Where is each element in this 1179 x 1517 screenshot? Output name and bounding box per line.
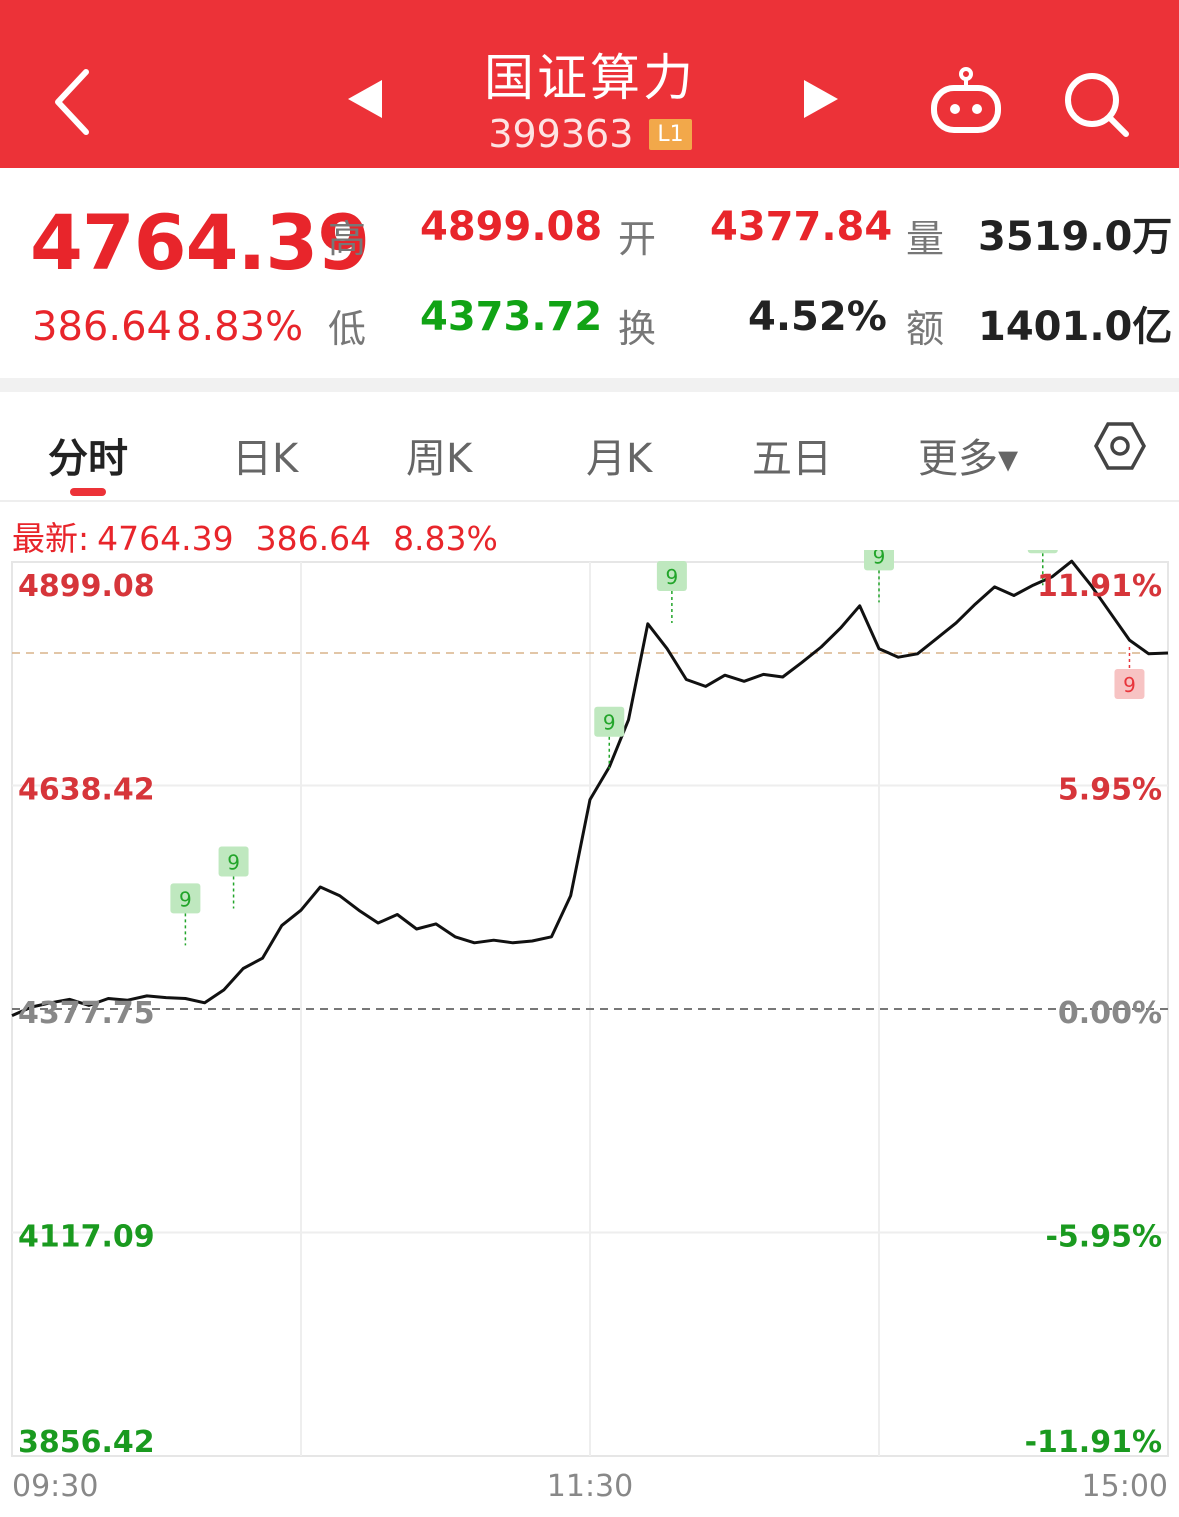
level-badge: L1 bbox=[649, 118, 692, 150]
low-label: 低 bbox=[328, 307, 367, 351]
signal-label: 9 bbox=[603, 711, 616, 735]
y-tick-right: 0.00% bbox=[1058, 996, 1162, 1031]
amount-value: 1401.0亿 bbox=[978, 304, 1173, 350]
latest-pct: 8.83% bbox=[393, 519, 498, 558]
tab-intraday[interactable]: 分时 bbox=[48, 436, 128, 482]
y-tick-right: -11.91% bbox=[1025, 1425, 1162, 1460]
chart-grid bbox=[11, 561, 1169, 1457]
stock-code: 399363 bbox=[488, 112, 634, 156]
y-tick-left: 4117.09 bbox=[18, 1220, 155, 1255]
y-tick-right: -5.95% bbox=[1045, 1220, 1162, 1255]
quote-panel: 4764.39 386.64 8.83% 高 4899.08 开 4377.84… bbox=[0, 168, 1179, 380]
x-tick-label: 09:30 bbox=[12, 1469, 98, 1504]
tab-monthly-k[interactable]: 月K bbox=[586, 436, 653, 482]
active-tab-indicator bbox=[70, 488, 106, 496]
buy-signal-badge bbox=[218, 846, 249, 877]
volume-value: 3519.0万 bbox=[978, 214, 1173, 260]
buy-signal-badge bbox=[170, 883, 201, 914]
chart-labels: 4899.08 4638.42 4377.75 4117.09 3856.42 11.91… bbox=[12, 569, 1168, 1504]
y-tick-right: 11.91% bbox=[1037, 569, 1162, 604]
signal-label: 9 bbox=[179, 887, 192, 911]
prev-arrow-icon[interactable] bbox=[348, 80, 382, 118]
y-tick-left: 3856.42 bbox=[18, 1425, 155, 1460]
latest-change: 386.64 bbox=[255, 519, 372, 558]
header-bar: 国证算力 399363 L1 bbox=[0, 0, 1179, 168]
signal-label: 9 bbox=[227, 850, 240, 874]
latest-quote-line: 最新: 4764.39 386.64 8.83% bbox=[12, 512, 520, 560]
search-icon[interactable] bbox=[1060, 68, 1132, 140]
signal-label: 9 bbox=[1036, 550, 1049, 551]
x-tick-label: 15:00 bbox=[1082, 1469, 1168, 1504]
tab-five-day[interactable]: 五日 bbox=[752, 436, 832, 482]
signal-label: 9 bbox=[873, 550, 886, 568]
robot-icon[interactable] bbox=[928, 66, 1004, 136]
tab-weekly-k[interactable]: 周K bbox=[406, 436, 473, 482]
amount-label: 额 bbox=[906, 307, 945, 351]
price-line bbox=[11, 559, 1169, 1017]
high-value: 4899.08 bbox=[420, 204, 603, 250]
turnover-label: 换 bbox=[618, 307, 657, 351]
back-icon[interactable] bbox=[48, 62, 108, 142]
y-tick-left: 4377.75 bbox=[18, 996, 155, 1031]
current-price: 4764.39 bbox=[30, 198, 370, 287]
settings-icon[interactable] bbox=[1094, 420, 1146, 472]
y-tick-left: 4899.08 bbox=[18, 569, 155, 604]
buy-signal-badge bbox=[594, 706, 625, 737]
y-tick-left: 4638.42 bbox=[18, 773, 155, 808]
section-divider bbox=[0, 378, 1179, 392]
open-value: 4377.84 bbox=[710, 204, 893, 250]
buy-signal-badge bbox=[656, 560, 687, 591]
latest-price: 4764.39 bbox=[97, 519, 234, 558]
chart-tabs: 分时 日K 周K 月K 五日 更多▾ bbox=[0, 392, 1179, 502]
sell-signal-badge bbox=[1114, 668, 1145, 699]
y-tick-right: 5.95% bbox=[1058, 773, 1162, 808]
signal-label: 9 bbox=[1123, 673, 1136, 697]
volume-label: 量 bbox=[906, 217, 945, 261]
next-arrow-icon[interactable] bbox=[804, 80, 838, 118]
buy-signal-badge bbox=[1027, 550, 1058, 554]
stock-code-row: 399363 L1 bbox=[440, 112, 740, 156]
low-value: 4373.72 bbox=[420, 294, 603, 340]
tab-more[interactable]: 更多▾ bbox=[918, 436, 1019, 482]
page-title: 国证算力 bbox=[484, 49, 696, 107]
open-label: 开 bbox=[618, 217, 657, 261]
high-label: 高 bbox=[328, 217, 367, 261]
x-tick-label: 11:30 bbox=[547, 1469, 633, 1504]
intraday-chart[interactable]: 9 9 9 9 9 9 9 4899.08 4638.42 4377.75 4117.09 3856… bbox=[0, 550, 1179, 1517]
chart-marks: 9 9 9 9 9 9 9 bbox=[11, 550, 1169, 1017]
price-change-pct: 8.83% bbox=[176, 304, 304, 350]
latest-label: 最新: bbox=[12, 519, 90, 558]
buy-signal-badge bbox=[864, 550, 894, 571]
price-change: 386.64 bbox=[32, 304, 172, 350]
turnover-value: 4.52% bbox=[748, 294, 887, 340]
signal-label: 9 bbox=[666, 565, 679, 589]
tab-daily-k[interactable]: 日K bbox=[232, 436, 299, 482]
